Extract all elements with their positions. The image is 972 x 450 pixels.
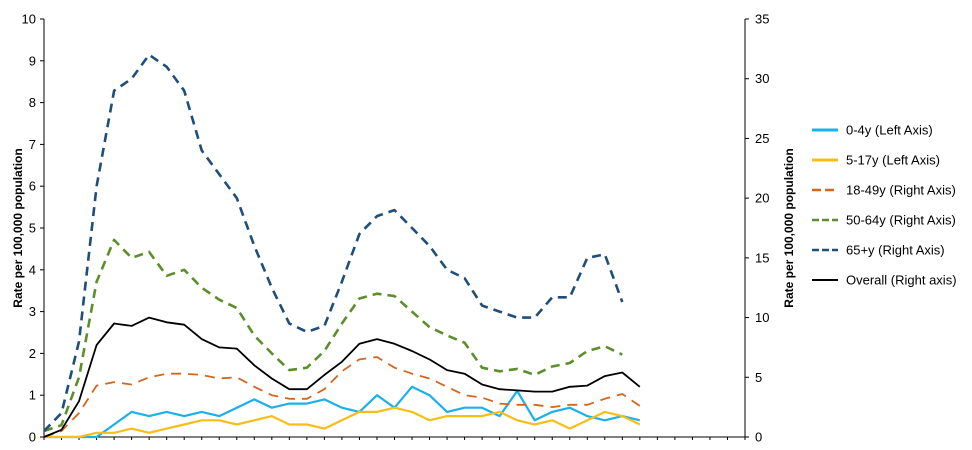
series-line-1 — [44, 406, 641, 439]
axes: 0 1 2 3 4 5 6 7 8 9 10 0 5 10 15 20 25 30 35 Rate per 100,0… — [11, 12, 796, 445]
left-tick-label: 8 — [29, 95, 36, 110]
right-tick-label: 30 — [755, 71, 769, 86]
left-tick-label: 9 — [29, 53, 36, 68]
series-line-4 — [43, 53, 624, 432]
left-tick-label: 1 — [29, 388, 36, 403]
right-tick-label: 10 — [755, 310, 769, 325]
left-tick-label: 6 — [29, 179, 36, 194]
left-tick-label: 3 — [29, 304, 36, 319]
left-tick-label: 2 — [29, 346, 36, 361]
legend-label-1: 5-17y (Left Axis) — [846, 153, 940, 168]
left-tick-label: 5 — [29, 221, 36, 236]
legend-label-4: 65+y (Right Axis) — [846, 243, 945, 258]
series-layer — [43, 53, 641, 439]
series-line-3 — [43, 238, 623, 433]
legend-label-0: 0-4y (Left Axis) — [846, 123, 933, 138]
left-tick-label: 7 — [29, 137, 36, 152]
right-tick-label: 0 — [755, 430, 762, 445]
right-tick-label: 35 — [755, 12, 769, 27]
right-tick-label: 20 — [755, 191, 769, 206]
left-axis-title: Rate per 100,000 population — [11, 148, 25, 307]
left-tick-label: 0 — [29, 430, 36, 445]
legend-label-2: 18-49y (Right Axis) — [846, 183, 956, 198]
series-line-0 — [44, 385, 641, 439]
right-tick-label: 5 — [755, 370, 762, 385]
series-line-5 — [43, 316, 641, 438]
right-tick-label: 15 — [755, 250, 769, 265]
legend-label-5: Overall (Right axis) — [846, 273, 957, 288]
right-tick-label: 25 — [755, 131, 769, 146]
legend-label-3: 50-64y (Right Axis) — [846, 213, 956, 228]
legend: 0-4y (Left Axis) 5-17y (Left Axis) 18-49y … — [812, 123, 957, 288]
series-line-2 — [43, 356, 641, 438]
right-axis-title: Rate per 100,000 population — [782, 148, 796, 307]
left-tick-label: 10 — [22, 12, 36, 27]
left-tick-label: 4 — [29, 262, 36, 277]
